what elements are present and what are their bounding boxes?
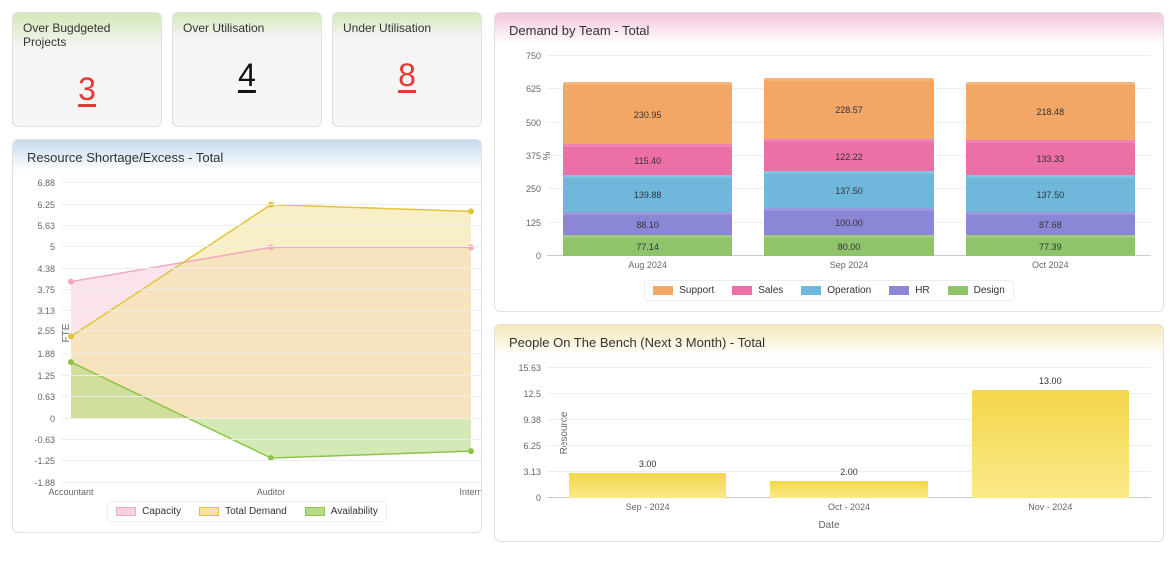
bar-segment: 87.68 bbox=[966, 212, 1135, 235]
bar-value-label: 3.00 bbox=[639, 459, 657, 469]
bar-segment: 115.40 bbox=[563, 144, 732, 175]
resource-chart-svg bbox=[61, 183, 481, 483]
y-tick-label: 625 bbox=[526, 84, 547, 94]
demand-by-team-panel: Demand by Team - Total %0125250375500625… bbox=[494, 12, 1164, 312]
bar-segment: 218.48 bbox=[966, 82, 1135, 140]
bar[interactable]: 13.00 bbox=[972, 390, 1129, 498]
legend-item[interactable]: Design bbox=[948, 285, 1005, 296]
y-tick-label: 1.88 bbox=[37, 349, 61, 359]
bar[interactable]: 3.00 bbox=[569, 473, 726, 498]
kpi-label: Over Bugdgeted Projects bbox=[13, 13, 161, 57]
kpi-card[interactable]: Over Utilisation4 bbox=[172, 12, 322, 127]
y-tick-label: 500 bbox=[526, 118, 547, 128]
x-tick-label: Aug 2024 bbox=[547, 260, 748, 270]
x-tick-label: Oct 2024 bbox=[950, 260, 1151, 270]
y-tick-label: 3.13 bbox=[37, 306, 61, 316]
y-tick-label: 9.38 bbox=[523, 415, 547, 425]
legend-item[interactable]: HR bbox=[889, 285, 929, 296]
y-tick-label: 0.63 bbox=[37, 392, 61, 402]
bar-segment: 77.14 bbox=[563, 235, 732, 256]
panel-title: Resource Shortage/Excess - Total bbox=[13, 140, 481, 175]
y-axis-label: FTE bbox=[61, 324, 72, 343]
kpi-card[interactable]: Over Bugdgeted Projects3 bbox=[12, 12, 162, 127]
bar-segment: 122.22 bbox=[764, 139, 933, 172]
y-tick-label: 125 bbox=[526, 218, 547, 228]
legend-item[interactable]: Total Demand bbox=[199, 506, 287, 517]
legend-item[interactable]: Capacity bbox=[116, 506, 181, 517]
y-tick-label: 1.25 bbox=[37, 371, 61, 381]
bench-panel: People On The Bench (Next 3 Month) - Tot… bbox=[494, 324, 1164, 542]
bar-segment: 77.39 bbox=[966, 235, 1135, 256]
y-tick-label: 3.13 bbox=[523, 467, 547, 477]
kpi-value[interactable]: 3 bbox=[13, 57, 161, 126]
y-tick-label: -1.25 bbox=[34, 456, 61, 466]
bar[interactable]: 2.00 bbox=[770, 481, 927, 498]
bar-segment: 133.33 bbox=[966, 140, 1135, 176]
panel-title: People On The Bench (Next 3 Month) - Tot… bbox=[495, 325, 1163, 360]
y-tick-label: 0 bbox=[536, 493, 547, 503]
stacked-bar[interactable]: 80.00100.00137.50122.22228.57 bbox=[764, 78, 933, 256]
y-tick-label: 4.38 bbox=[37, 264, 61, 274]
bar-segment: 100.00 bbox=[764, 208, 933, 235]
x-tick-label: Auditor bbox=[257, 483, 286, 497]
x-tick-label: Nov - 2024 bbox=[950, 502, 1151, 512]
bar-segment: 139.88 bbox=[563, 175, 732, 212]
bar-segment: 228.57 bbox=[764, 78, 933, 139]
bar-segment: 230.95 bbox=[563, 82, 732, 144]
y-tick-label: 15.63 bbox=[518, 363, 547, 373]
panel-title: Demand by Team - Total bbox=[495, 13, 1163, 48]
y-tick-label: 6.25 bbox=[37, 200, 61, 210]
y-tick-label: 250 bbox=[526, 184, 547, 194]
legend-item[interactable]: Availability bbox=[305, 506, 378, 517]
legend-item[interactable]: Support bbox=[653, 285, 714, 296]
x-tick-label: Accountant bbox=[48, 483, 93, 497]
resource-shortage-panel: Resource Shortage/Excess - Total FTE-1.8… bbox=[12, 139, 482, 533]
legend-item[interactable]: Sales bbox=[732, 285, 783, 296]
bar-value-label: 13.00 bbox=[1039, 376, 1062, 386]
y-tick-label: 2.55 bbox=[37, 326, 61, 336]
y-tick-label: 0 bbox=[536, 251, 547, 261]
bar-value-label: 2.00 bbox=[840, 467, 858, 477]
y-tick-label: -0.63 bbox=[34, 435, 61, 445]
bar-segment: 137.50 bbox=[966, 175, 1135, 212]
kpi-card[interactable]: Under Utilisation8 bbox=[332, 12, 482, 127]
y-tick-label: 6.25 bbox=[523, 441, 547, 451]
bar-segment: 88.10 bbox=[563, 212, 732, 235]
y-tick-label: 5 bbox=[50, 242, 61, 252]
y-tick-label: 750 bbox=[526, 51, 547, 61]
stacked-bar[interactable]: 77.1488.10139.88115.40230.95 bbox=[563, 82, 732, 256]
x-tick-label: Oct - 2024 bbox=[748, 502, 949, 512]
y-tick-label: 6.88 bbox=[37, 178, 61, 188]
bar-segment: 137.50 bbox=[764, 171, 933, 208]
y-tick-label: 375 bbox=[526, 151, 547, 161]
legend-item[interactable]: Operation bbox=[801, 285, 871, 296]
bar-segment: 80.00 bbox=[764, 235, 933, 256]
kpi-value[interactable]: 4 bbox=[173, 43, 321, 112]
y-tick-label: 12.5 bbox=[523, 389, 547, 399]
x-axis-label: Date bbox=[507, 520, 1151, 531]
y-tick-label: 0 bbox=[50, 414, 61, 424]
kpi-label: Under Utilisation bbox=[333, 13, 481, 43]
x-tick-label: Intern bbox=[459, 483, 482, 497]
y-tick-label: 3.75 bbox=[37, 285, 61, 295]
stacked-bar[interactable]: 77.3987.68137.50133.33218.48 bbox=[966, 82, 1135, 256]
kpi-label: Over Utilisation bbox=[173, 13, 321, 43]
x-tick-label: Sep - 2024 bbox=[547, 502, 748, 512]
y-tick-label: 5.63 bbox=[37, 221, 61, 231]
x-tick-label: Sep 2024 bbox=[748, 260, 949, 270]
kpi-value[interactable]: 8 bbox=[333, 43, 481, 112]
